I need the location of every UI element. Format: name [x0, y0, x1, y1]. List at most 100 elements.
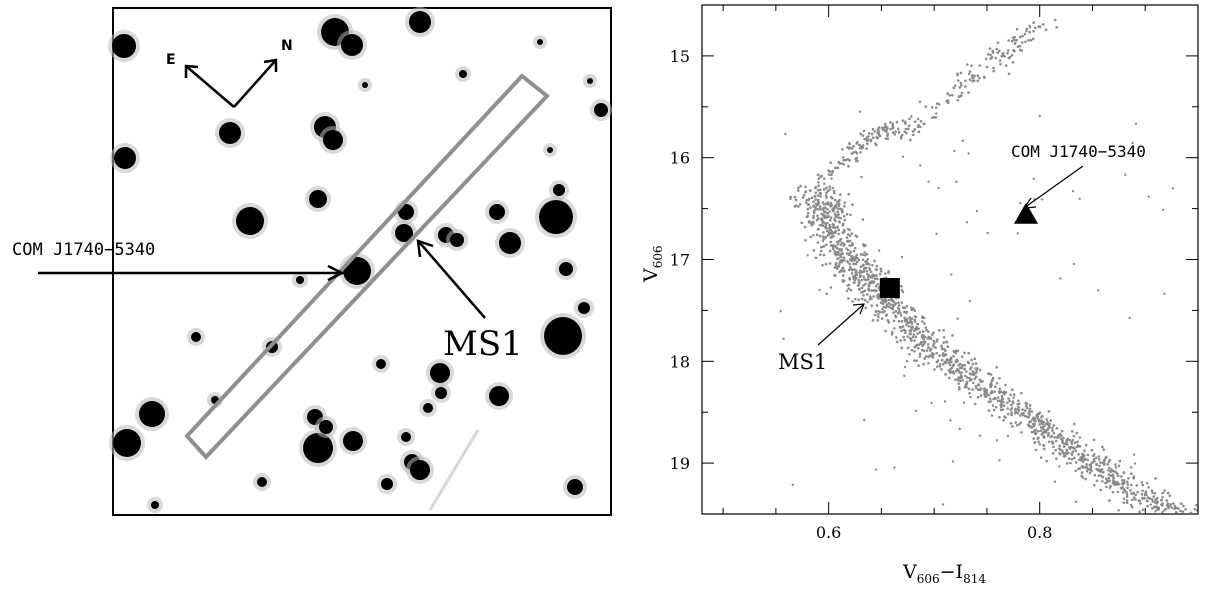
cmd-point: [967, 351, 970, 355]
cmd-point: [1097, 458, 1101, 461]
cmd-point: [979, 380, 983, 384]
cmd-point: [1010, 403, 1013, 407]
cmd-point: [1053, 18, 1057, 22]
cmd-point: [1023, 32, 1027, 36]
cmd-point: [827, 230, 831, 233]
cmd-point: [946, 92, 949, 95]
cmd-point: [1001, 397, 1005, 401]
cmd-point: [959, 81, 963, 85]
cmd-point: [1028, 409, 1031, 413]
cmd-point: [921, 333, 924, 337]
cmd-point: [1125, 501, 1129, 505]
cmd-point: [809, 235, 812, 239]
cmd-point: [819, 195, 822, 198]
cmd-point: [1065, 443, 1069, 446]
cmd-point: [931, 356, 935, 359]
cmd-point: [1108, 486, 1112, 489]
cmd-point: [1010, 39, 1014, 43]
cmd-point: [1122, 497, 1126, 500]
cmd-point: [925, 328, 928, 332]
cmd-point: [1006, 412, 1010, 416]
cmd-point: [854, 269, 858, 273]
cmd-point: [1102, 459, 1106, 463]
com-label: COM J1740−5340: [12, 240, 155, 260]
cmd-point: [838, 162, 842, 165]
cmd-point: [1070, 442, 1074, 445]
cmd-point: [905, 304, 909, 308]
cmd-point: [1150, 498, 1154, 501]
cmd-point: [967, 361, 971, 365]
cmd-point: [1117, 464, 1121, 468]
cmd-point: [849, 288, 853, 292]
cmd-point: [1080, 471, 1084, 474]
cmd-point: [1023, 414, 1027, 418]
cmd-point: [994, 56, 998, 60]
cmd-point: [882, 310, 885, 314]
cmd-point: [915, 359, 918, 363]
cmd-point: [916, 117, 920, 121]
cmd-point: [826, 201, 830, 204]
cmd-point: [1021, 34, 1024, 38]
cmd-point: [1000, 394, 1004, 398]
cmd-point: [1060, 429, 1064, 433]
cmd-point: [1149, 503, 1152, 506]
cmd-point: [846, 233, 850, 236]
cmd-point: [947, 376, 951, 380]
cmd-point: [1053, 435, 1057, 439]
cmd-point: [905, 318, 908, 322]
cmd-point: [854, 276, 857, 280]
cmd-point: [861, 218, 865, 221]
cmd-point: [933, 368, 936, 371]
cmd-point: [850, 257, 854, 260]
cmd-point: [998, 387, 1002, 391]
cmd-point: [902, 306, 906, 310]
finder-chart-panel: E N COM J1740−5340 MS1: [12, 7, 612, 516]
cmd-axis-ticks: 0.6 0.8 15 16 17 18 19: [670, 5, 1199, 542]
cmd-point: [791, 483, 794, 487]
cmd-point: [956, 72, 959, 76]
cmd-point: [960, 91, 964, 95]
cmd-point: [877, 297, 880, 300]
cmd-point: [966, 376, 969, 379]
cmd-point: [1002, 391, 1005, 395]
cmd-point: [901, 155, 905, 158]
cmd-point: [927, 330, 930, 334]
cmd-point: [907, 324, 910, 328]
cmd-point: [855, 142, 859, 145]
cmd-point: [1076, 444, 1080, 447]
cmd-point: [1049, 435, 1053, 439]
cmd-point: [867, 288, 871, 292]
cmd-point: [992, 397, 995, 401]
cmd-point: [1121, 482, 1124, 486]
cmd-point: [935, 351, 938, 355]
cmd-point: [1157, 506, 1160, 509]
cmd-point: [1068, 446, 1071, 449]
cmd-point: [807, 220, 811, 224]
cmd-point: [1101, 471, 1105, 474]
cmd-point: [1033, 26, 1037, 30]
cmd-point: [1195, 504, 1198, 507]
cmd-point: [1017, 423, 1021, 426]
cmd-point: [910, 306, 913, 309]
cmd-point: [869, 138, 873, 142]
cmd-point: [823, 182, 826, 186]
cmd-point: [1042, 430, 1046, 434]
cmd-point: [845, 247, 848, 250]
cmd-point: [987, 400, 991, 404]
cmd-point: [1092, 460, 1095, 463]
cmd-point: [838, 239, 841, 243]
cmd-point: [991, 404, 995, 407]
cmd-point: [845, 212, 849, 216]
cmd-point: [1010, 406, 1014, 410]
cmd-point: [954, 378, 957, 382]
cmd-point: [1061, 439, 1064, 443]
cmd-point: [919, 120, 923, 123]
cmd-point: [1072, 434, 1076, 438]
cmd-point: [989, 385, 993, 388]
cmd-scatter-points: [779, 18, 1199, 515]
cmd-point: [1138, 510, 1141, 514]
cmd-point: [918, 355, 922, 358]
cmd-point: [841, 241, 844, 245]
cmd-point: [916, 322, 919, 326]
cmd-point: [1119, 475, 1123, 478]
